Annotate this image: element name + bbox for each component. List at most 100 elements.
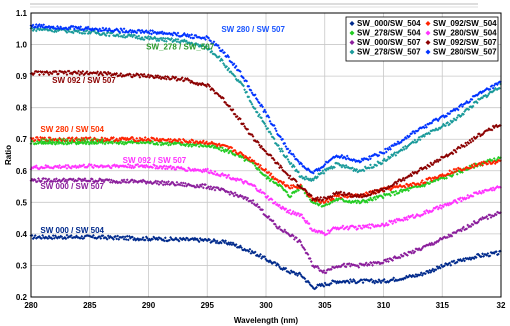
data-point — [134, 238, 138, 242]
data-point — [488, 157, 492, 161]
data-point — [249, 100, 253, 104]
data-point — [183, 77, 187, 80]
data-point — [480, 218, 483, 221]
data-point — [125, 72, 129, 76]
data-point — [248, 183, 252, 186]
data-point — [258, 101, 261, 105]
data-point — [177, 166, 181, 170]
data-point — [316, 196, 319, 199]
data-point — [493, 86, 497, 90]
data-point — [145, 31, 149, 34]
data-point — [360, 168, 364, 172]
data-point — [451, 231, 455, 235]
legend-entry: SW_278/SW_504 — [357, 29, 421, 38]
data-point — [476, 220, 480, 224]
data-point — [268, 130, 272, 134]
data-point — [221, 48, 224, 52]
data-point — [493, 187, 497, 191]
data-point — [469, 140, 473, 144]
data-point — [149, 180, 152, 184]
data-point — [211, 42, 215, 46]
data-point — [116, 164, 120, 168]
data-point — [76, 71, 79, 75]
data-point — [212, 142, 216, 145]
data-point — [480, 191, 483, 195]
data-point — [151, 29, 155, 33]
series-sw-000-sw-504 — [29, 233, 502, 291]
data-point — [308, 198, 312, 202]
data-point — [106, 138, 110, 142]
data-point — [395, 217, 399, 221]
data-point — [382, 277, 386, 281]
data-point — [178, 78, 182, 82]
data-point — [370, 261, 373, 265]
data-point — [186, 183, 189, 187]
data-point — [467, 108, 471, 111]
data-point — [129, 73, 132, 76]
data-point — [46, 139, 50, 143]
series-sw-092-sw-507 — [29, 69, 502, 202]
data-point — [385, 147, 389, 151]
data-point — [256, 100, 260, 104]
data-point — [360, 195, 364, 199]
data-point — [371, 198, 374, 202]
data-point — [256, 162, 260, 166]
data-point — [427, 164, 431, 168]
data-point — [293, 211, 297, 215]
data-point — [227, 55, 231, 59]
data-point — [45, 236, 49, 240]
data-point — [139, 179, 143, 183]
data-point — [212, 185, 216, 189]
data-point — [464, 166, 468, 170]
data-point — [366, 193, 370, 197]
data-point — [272, 124, 276, 127]
data-point — [270, 198, 274, 202]
data-point — [286, 184, 290, 188]
data-point — [258, 254, 261, 258]
data-point — [102, 139, 106, 143]
data-point — [208, 171, 212, 175]
data-point — [467, 142, 471, 145]
data-point — [112, 136, 115, 139]
data-point — [221, 96, 224, 99]
data-point — [71, 140, 75, 144]
data-point — [141, 236, 145, 239]
data-point — [365, 200, 369, 204]
data-point — [402, 138, 406, 141]
data-point — [399, 188, 403, 192]
data-point — [219, 172, 223, 176]
data-point — [195, 237, 199, 241]
data-point — [66, 27, 70, 31]
data-point — [97, 140, 101, 144]
data-point — [205, 140, 208, 144]
data-point — [161, 183, 165, 187]
data-point — [67, 177, 71, 181]
data-point — [479, 162, 482, 166]
data-point — [481, 163, 484, 167]
data-point — [442, 122, 445, 126]
data-point — [179, 34, 183, 38]
data-point — [248, 247, 252, 251]
data-point — [336, 192, 340, 196]
data-point — [159, 181, 163, 185]
data-point — [41, 28, 45, 32]
data-point — [285, 154, 289, 158]
data-point — [100, 136, 104, 140]
data-point — [434, 160, 438, 164]
data-point — [77, 142, 80, 146]
data-point — [140, 141, 144, 145]
data-point — [445, 176, 448, 180]
data-point — [465, 143, 469, 147]
data-point — [454, 118, 458, 122]
data-point — [34, 164, 38, 168]
data-point — [429, 177, 433, 181]
data-point — [318, 168, 322, 172]
data-point — [107, 178, 111, 182]
y-tick-labels: 0.20.30.40.50.60.70.80.91.01.1 — [16, 9, 28, 302]
data-point — [374, 153, 378, 156]
data-point — [489, 186, 493, 190]
data-point — [88, 179, 92, 183]
data-point — [350, 192, 353, 196]
data-point — [58, 136, 61, 140]
data-point — [373, 195, 377, 199]
